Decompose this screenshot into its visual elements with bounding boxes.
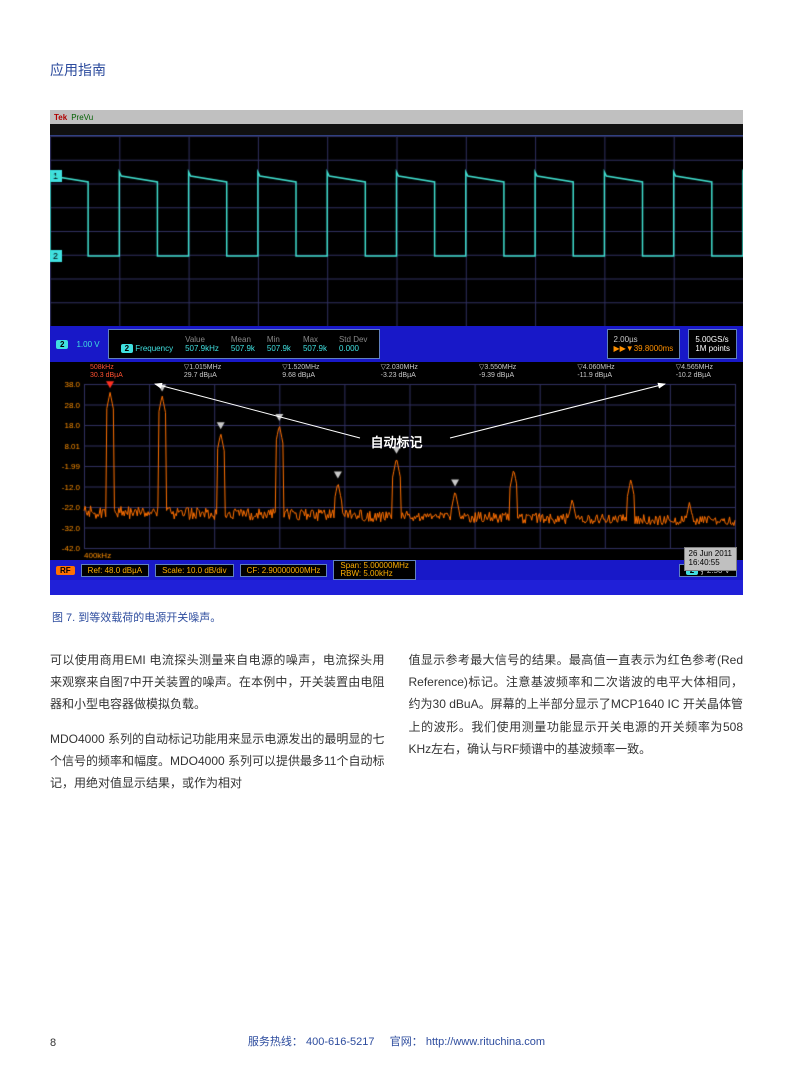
rf-ref-level: Ref: 48.0 dBµA [81,564,149,577]
oscilloscope-screenshot: Tek PreVu 2 1.00 V Value Mean Min Max St… [50,110,743,595]
body-right-column: 值显示参考最大信号的结果。最高值一直表示为红色参考(Red Reference)… [409,649,744,806]
scope-mode: PreVu [71,113,93,122]
scope-screen: Tek PreVu 2 1.00 V Value Mean Min Max St… [50,110,743,595]
scope-brand: Tek [54,113,67,122]
scope-time-waveform [50,136,743,326]
body-text: 可以使用商用EMI 电流探头测量来自电源的噪声，电流探头用来观察来自图7中开关装… [50,649,743,806]
rf-center-freq: CF: 2.90000000MHz [240,564,328,577]
paragraph: MDO4000 系列的自动标记功能用来显示电源发出的最明显的七个信号的频率和幅度… [50,728,385,795]
rf-span-rbw: Span: 5.00000MHz RBW: 5.00kHz [333,560,416,580]
channel-2-scale: 1.00 V [76,340,99,349]
body-left-column: 可以使用商用EMI 电流探头测量来自电源的噪声，电流探头用来观察来自图7中开关装… [50,649,385,806]
figure-caption: 图 7. 到等效载荷的电源开关噪声。 [52,609,743,625]
rf-badge: RF [56,566,75,575]
rf-marker: ▽2.030MHz-3.23 dBµA [381,364,418,379]
site-link[interactable]: http://www.rituchina.com [426,1036,545,1048]
hotline-label: 服务热线： [248,1036,303,1048]
timebase-box: 2.00µs ▶▶▼39.8000ms [607,329,681,359]
scope-time-info-bar: 2 1.00 V Value Mean Min Max Std Dev 2 Fr… [50,326,743,362]
rf-marker: ▽1.520MHz9.68 dBµA [282,364,319,379]
measurement-table: Value Mean Min Max Std Dev 2 Frequency 5… [108,329,381,359]
page-number: 8 [50,1037,56,1049]
page-footer: 服务热线： 400-616-5217 官网： http://www.rituch… [0,1033,793,1049]
scope-rf-info-bar: RF Ref: 48.0 dBµA Scale: 10.0 dB/div CF:… [50,560,743,580]
auto-marker-annotation: 自动标记 [370,432,422,451]
rf-markers-row: 508kHz30.3 dBµA ▽1.015MHz29.7 dBµA ▽1.520M… [50,364,743,379]
scope-rf-spectrum: 508kHz30.3 dBµA ▽1.015MHz29.7 dBµA ▽1.520M… [50,362,743,560]
channel-2-badge: 2 [56,340,68,349]
scope-datestamp: 26 Jun 2011 16:40:55 [684,547,737,571]
site-label: 官网： [390,1036,423,1048]
paragraph: 值显示参考最大信号的结果。最高值一直表示为红色参考(Red Reference)… [409,649,744,760]
hotline-number: 400-616-5217 [306,1036,375,1048]
rf-marker: ▽1.015MHz29.7 dBµA [184,364,221,379]
page-header: 应用指南 [50,60,743,80]
scope-time-ruler [50,124,743,136]
rf-marker: ▽3.550MHz-9.39 dBµA [479,364,516,379]
rf-marker: ▽4.060MHz-11.9 dBµA [577,364,614,379]
scope-topbar: Tek PreVu [50,110,743,124]
rf-scale: Scale: 10.0 dB/div [155,564,233,577]
sample-rate-box: 5.00GS/s 1M points [688,329,737,359]
header-title: 应用指南 [50,62,106,78]
paragraph: 可以使用商用EMI 电流探头测量来自电源的噪声，电流探头用来观察来自图7中开关装… [50,649,385,716]
rf-marker: ▽4.565MHz-10.2 dBµA [676,364,713,379]
rf-marker: 508kHz30.3 dBµA [90,364,123,379]
